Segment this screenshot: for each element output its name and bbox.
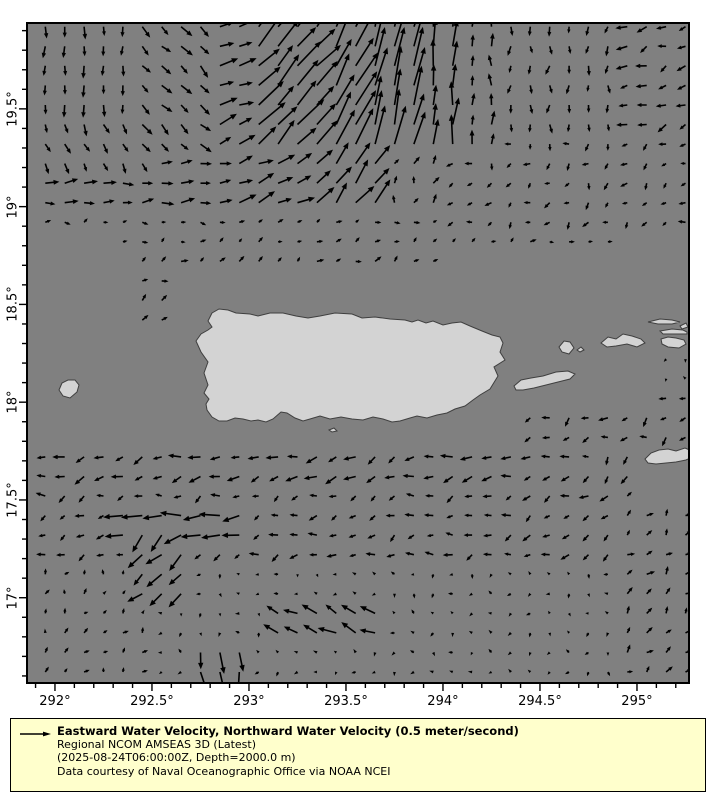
y-tick-label: 18.5°: [5, 286, 21, 323]
y-tick-label: 18°: [5, 390, 21, 414]
legend-title: Eastward Water Velocity, Northward Water…: [57, 724, 519, 738]
x-tick-label: 293°: [233, 694, 265, 709]
y-tick-label: 19.5°: [5, 91, 21, 127]
legend-timestamp: (2025-08-24T06:00:00Z, Depth=2000.0 m): [57, 751, 296, 765]
legend-text: Eastward Water Velocity, Northward Water…: [57, 724, 519, 778]
legend-box: Eastward Water Velocity, Northward Water…: [10, 718, 706, 792]
x-tick-label: 292.5°: [130, 694, 174, 709]
x-tick-label: 294°: [427, 694, 459, 709]
legend-dataset: Regional NCOM AMSEAS 3D (Latest): [57, 738, 256, 752]
x-tick-label: 292°: [39, 694, 71, 709]
x-tick-label: 295°: [621, 694, 653, 709]
map-plot-area: [26, 22, 690, 684]
reference-arrow-icon: [20, 731, 51, 737]
y-tick-label: 17°: [5, 586, 21, 610]
y-tick-label: 17.5°: [5, 482, 21, 518]
legend-credit: Data courtesy of Naval Oceanographic Off…: [57, 764, 391, 778]
x-tick-label: 293.5°: [324, 694, 368, 709]
x-tick-label: 294.5°: [518, 694, 562, 709]
y-tick-label: 19°: [5, 195, 21, 219]
